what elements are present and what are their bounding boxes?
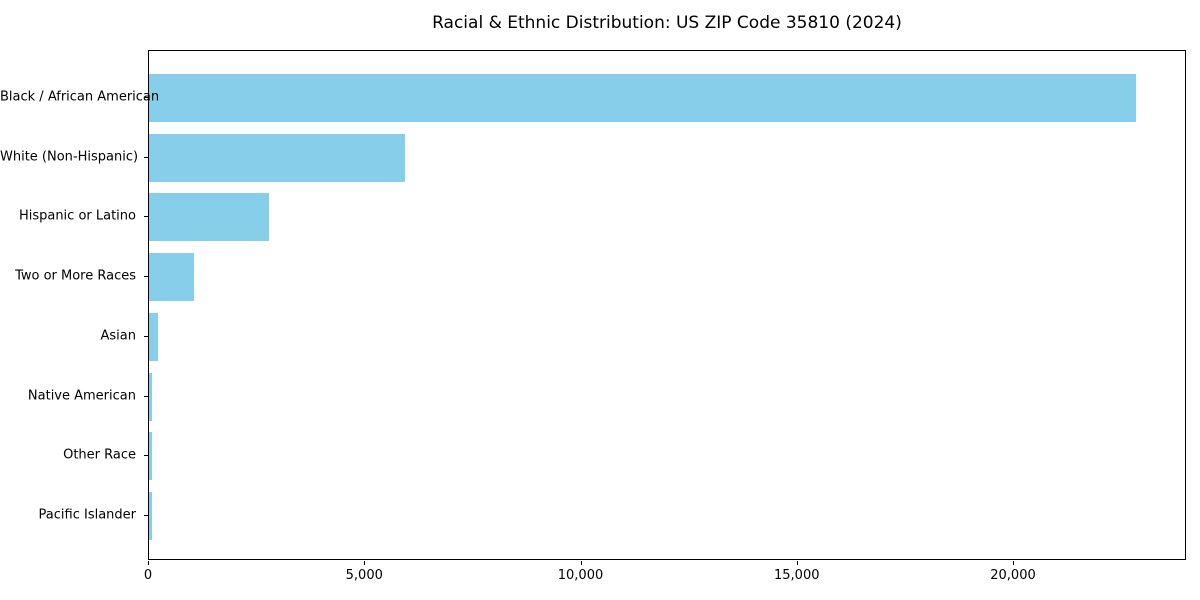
x-tick-mark [148,561,149,565]
y-tick-label: Black / African American [0,89,160,105]
x-tick-label: 10,000 [557,568,604,583]
x-tick-label: 0 [143,568,153,583]
x-tick-mark [1013,561,1014,565]
bar-other-race [149,432,153,481]
bar-native-american [149,372,153,421]
x-tick-label: 20,000 [990,568,1036,583]
y-tick-label: Hispanic or Latino [18,208,136,224]
bar-black-african-american [149,74,1137,122]
bar-white-non-hispanic [149,133,405,182]
y-tick-mark [144,455,148,457]
bar-asian [149,312,158,361]
x-tick-mark [580,561,582,565]
y-tick-label: White (Non-Hispanic) [0,149,139,165]
x-tick-mark [796,561,798,565]
y-tick-label: Other Race [63,447,136,463]
bar-two-or-more-races [149,253,194,302]
y-tick-mark [144,216,148,218]
x-tick-label: 15,000 [774,568,820,583]
plot-area [148,50,1186,560]
y-tick-mark [144,335,148,337]
y-tick-label: Two or More Races [15,268,136,284]
y-tick-label: Pacific Islander [38,507,136,523]
y-tick-mark [144,156,148,158]
y-tick-mark [144,97,148,98]
chart-title: Racial & Ethnic Distribution: US ZIP Cod… [432,13,902,33]
y-tick-mark [144,514,148,516]
bar-hispanic-or-latino [149,193,269,242]
x-tick-label: 5,000 [345,568,383,583]
y-tick-mark [144,276,148,278]
bar-pacific-islander [149,491,152,540]
x-tick-mark [364,561,366,565]
y-tick-mark [144,395,148,397]
y-tick-label: Native American [27,388,136,403]
y-tick-label: Asian [100,328,136,344]
